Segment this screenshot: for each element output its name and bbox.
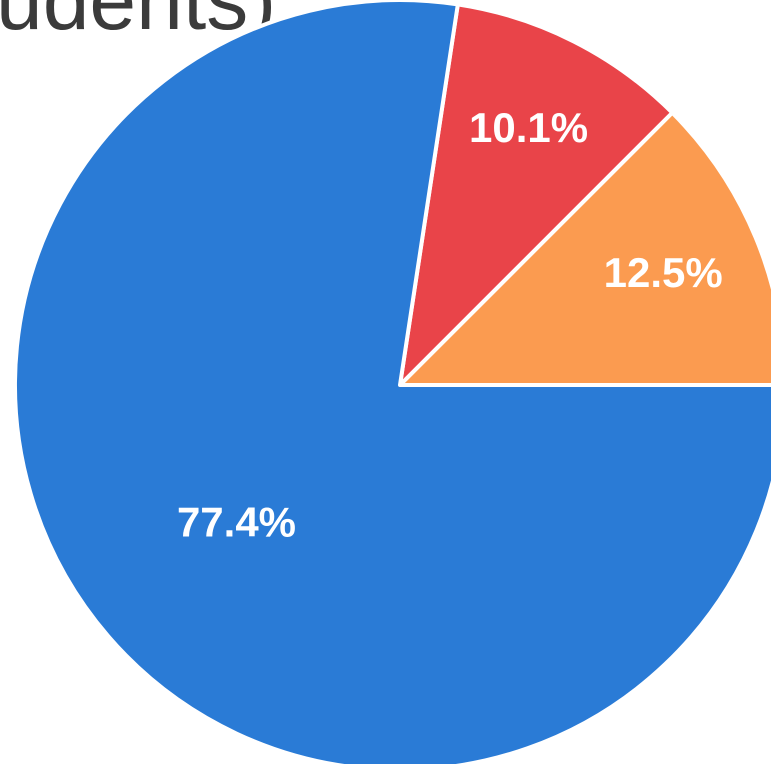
slice-label-0: 12.5% [604,249,723,296]
chart-title: udents) [0,0,277,47]
slice-label-1: 10.1% [469,104,588,151]
pie-slice-1 [398,2,675,387]
slice-label-2: 77.4% [177,499,296,546]
pie-slice-0 [398,110,771,387]
pie-slice-2 [13,0,771,764]
